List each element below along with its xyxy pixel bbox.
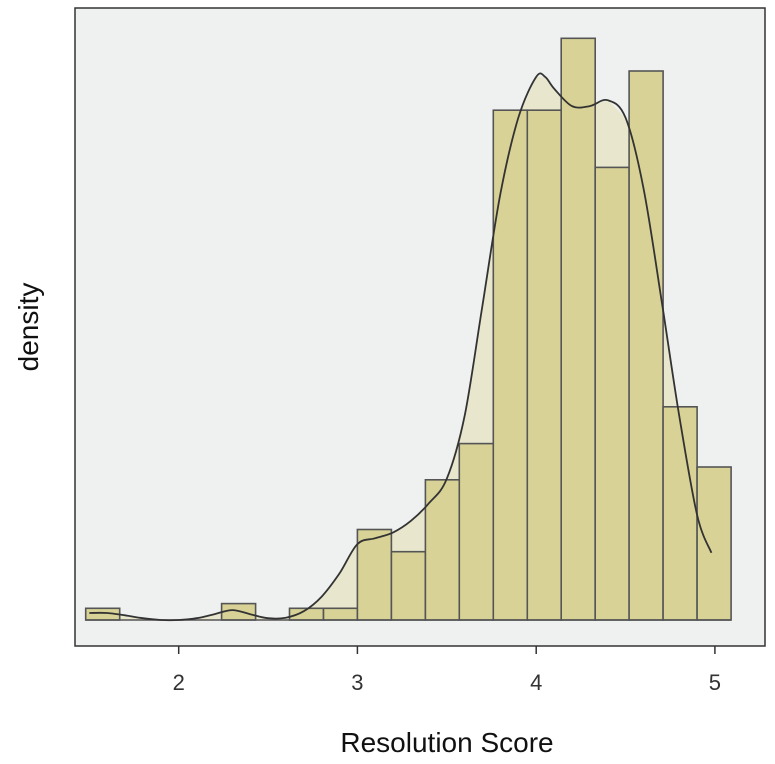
histogram-bar-13 — [492, 109, 529, 621]
histogram-bar-10 — [390, 550, 427, 621]
x-tick-label-2: 2 — [173, 670, 185, 695]
histogram-bar-15 — [560, 37, 597, 621]
histogram-bars — [84, 37, 732, 621]
x-tick-label-4: 4 — [530, 670, 542, 695]
y-axis-title: density — [13, 283, 44, 372]
histogram-bar-11 — [424, 478, 461, 621]
histogram-bar-19 — [696, 466, 732, 621]
histogram-bar-18 — [662, 405, 698, 621]
x-axis: 2 3 4 5 — [173, 646, 721, 695]
x-tick-label-3: 3 — [351, 670, 363, 695]
x-tick-label-5: 5 — [709, 670, 721, 695]
histogram-bar-17 — [628, 70, 664, 621]
histogram-bar-9 — [356, 528, 393, 621]
density-curve — [89, 72, 713, 622]
histogram-bar-12 — [458, 442, 495, 621]
histogram-bar-16 — [594, 166, 631, 621]
x-axis-title: Resolution Score — [340, 727, 553, 758]
density-line-layer — [89, 72, 713, 622]
histogram-bar-14 — [526, 109, 563, 621]
histogram-bar-8 — [322, 607, 359, 621]
